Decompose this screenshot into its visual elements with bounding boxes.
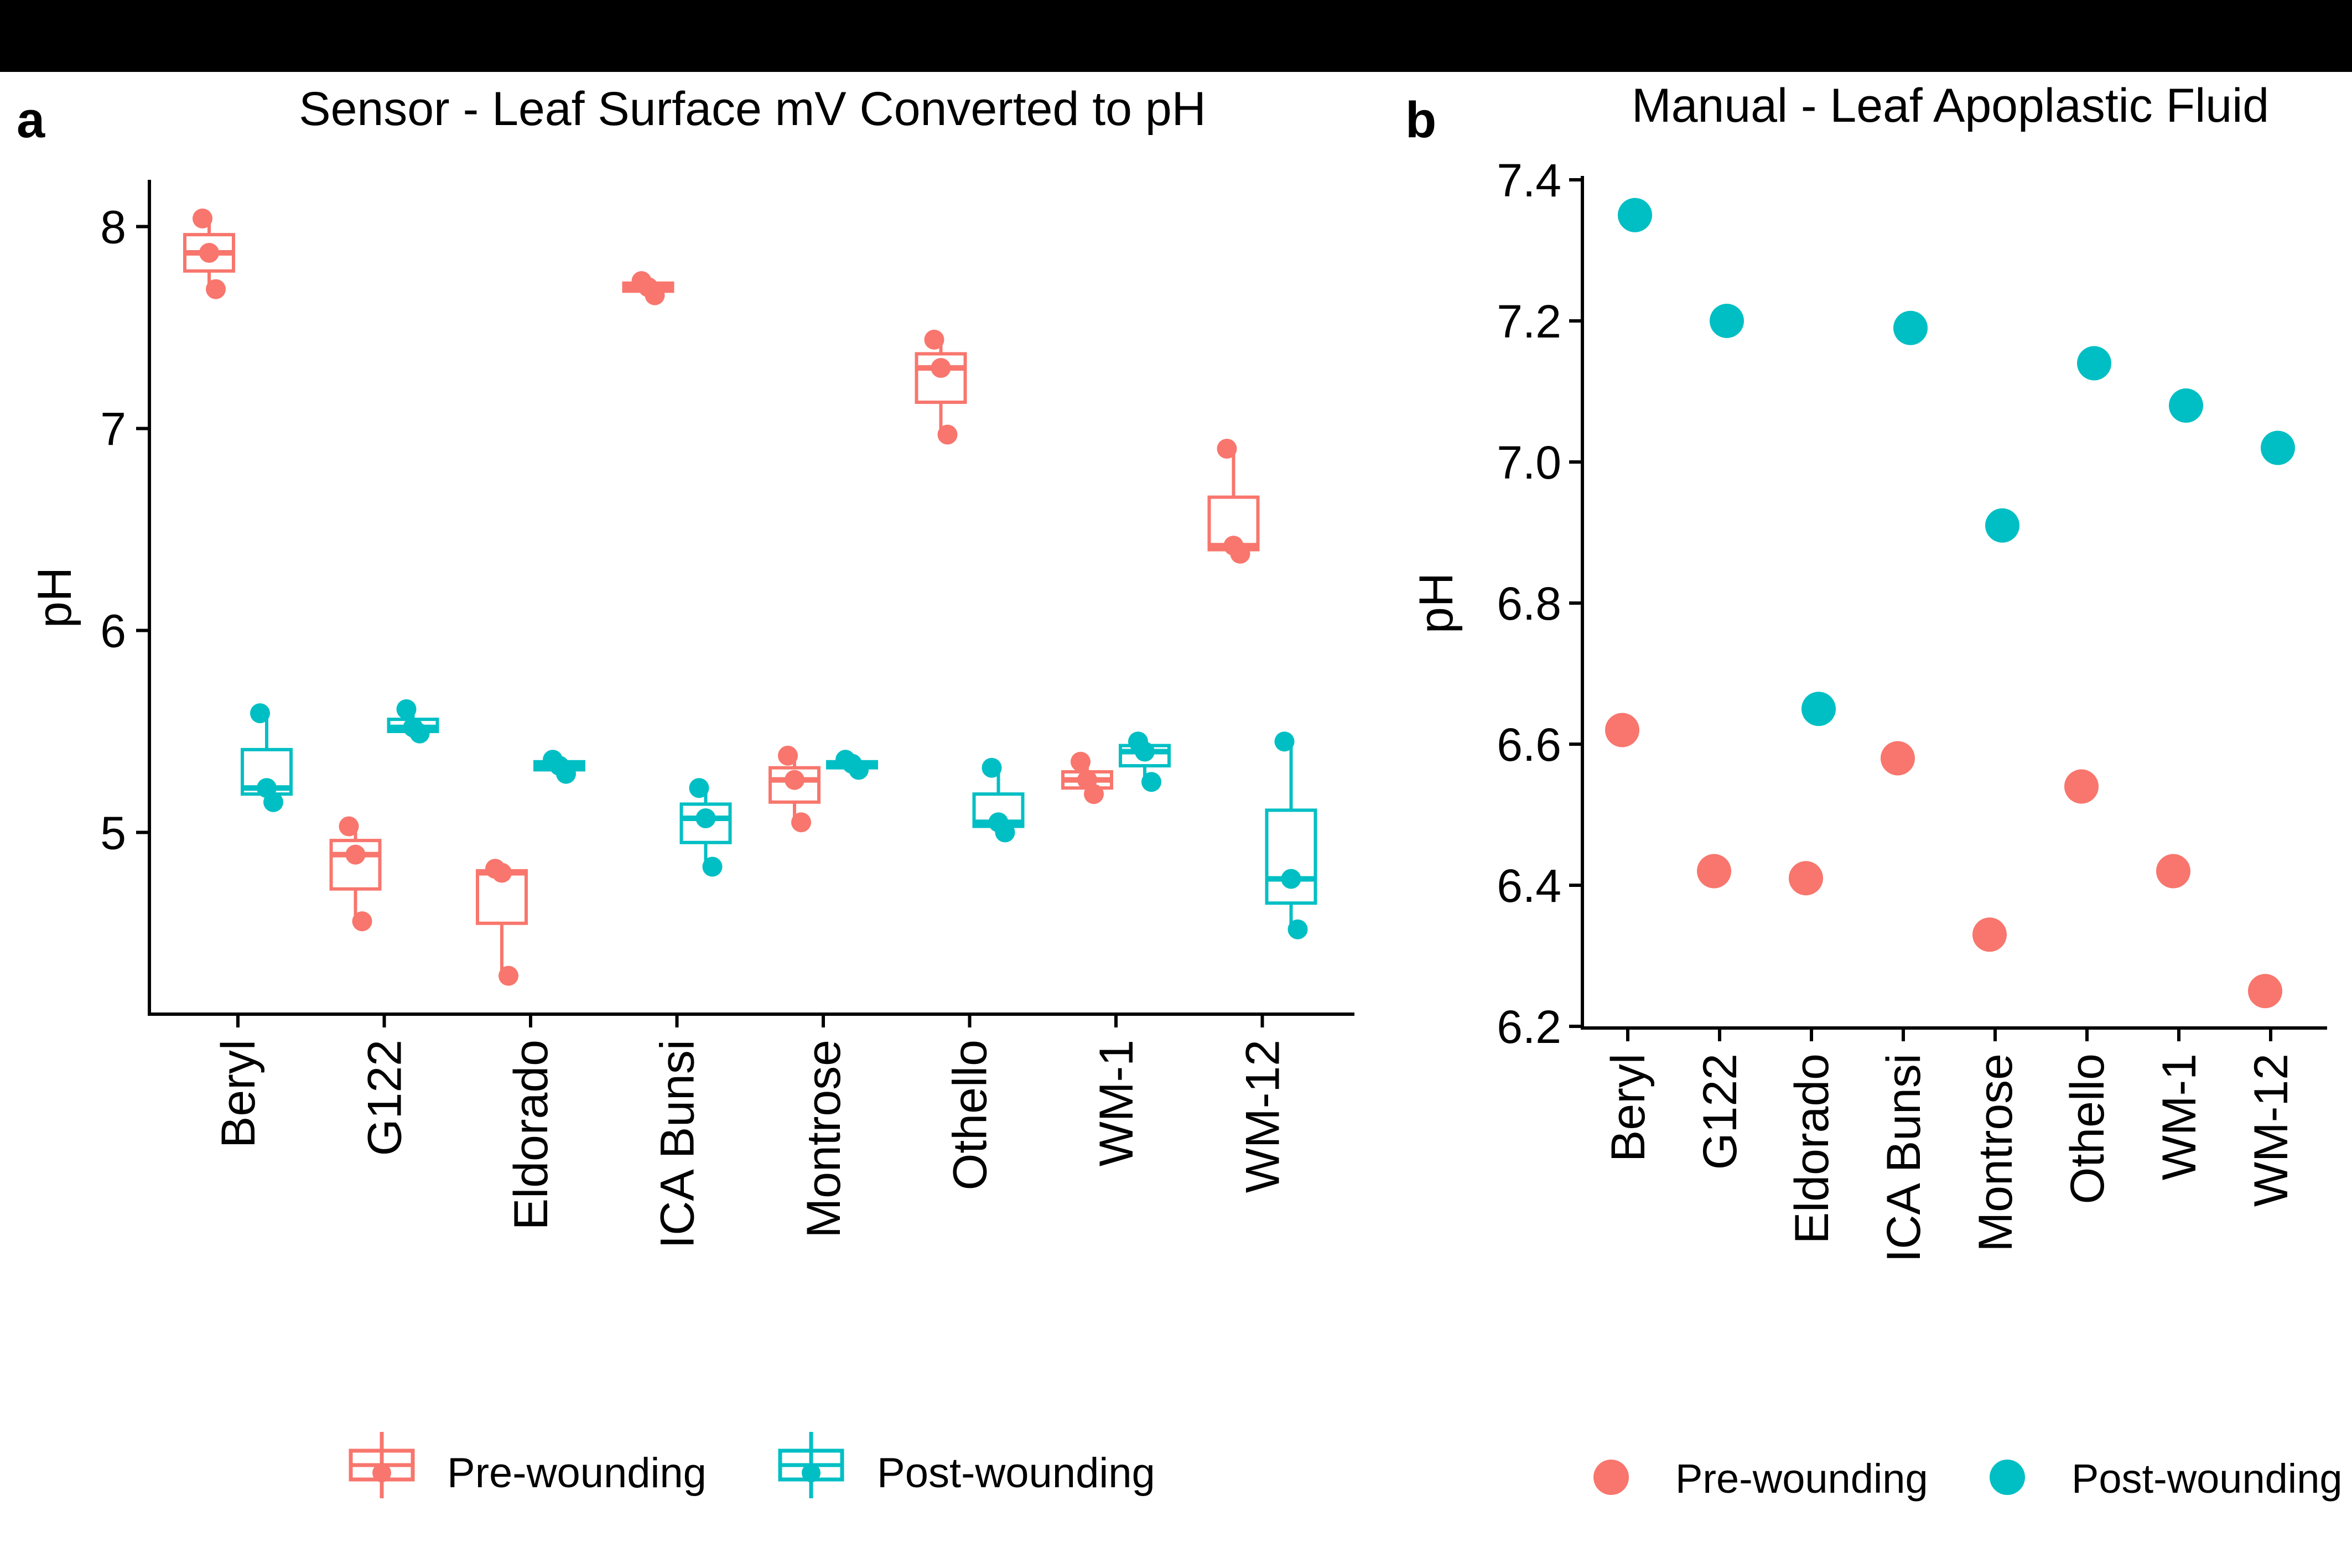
point-post [695, 808, 716, 828]
point-pre [492, 863, 512, 883]
point-post [396, 699, 417, 719]
panel-b-title: Manual - Leaf Apoplastic Fluid [1632, 79, 2269, 132]
point-post [1274, 731, 1295, 752]
legend-a-post-label: Post-wounding [877, 1450, 1155, 1497]
point-pre [352, 911, 372, 932]
panel-a-boxplot: 5 6 7 8 Beryl G122 Eldorado ICA Bunsi Montrose Ot… [100, 180, 1354, 1249]
legend-b-post-label: Post-wounding [2071, 1456, 2343, 1502]
legend-b-pre-label: Pre-wounding [1675, 1456, 1928, 1502]
point-post [1281, 869, 1301, 889]
panel-a-title: Sensor - Leaf Surface mV Converted to pH [299, 82, 1206, 136]
point-post [1287, 919, 1308, 939]
point-post [689, 778, 709, 798]
scatter-point-post [2077, 346, 2111, 381]
point-pre [924, 329, 944, 350]
box-post-iqr [1265, 808, 1317, 905]
point-post [1141, 772, 1161, 792]
scatter-point-post [1893, 310, 1928, 345]
point-pre [645, 285, 665, 305]
scatter-point-pre [1605, 713, 1639, 747]
panel-b-y-tick-label: 7.4 [1497, 154, 1561, 206]
panel-a-x-tick-label: Beryl [212, 1040, 265, 1148]
panel-a-y-tick-label: 6 [100, 605, 126, 657]
panel-b-x-tick-label: Beryl [1602, 1053, 1655, 1162]
scatter-point-pre [2156, 854, 2190, 889]
panel-b-legend: Pre-wounding Post-wounding [1593, 1456, 2343, 1502]
point-pre [1230, 543, 1250, 564]
panel-b-y-tick-label: 6.6 [1497, 719, 1561, 771]
scatter-point-post [1710, 304, 1744, 338]
panel-b-x-tick-label: ICA Bunsi [1877, 1053, 1930, 1263]
legend-b-post-dot [1990, 1460, 2025, 1495]
point-post [849, 760, 869, 780]
scatter-point-post [1985, 508, 2019, 543]
scatter-point-pre [2248, 974, 2282, 1009]
scatter-point-post [2169, 388, 2203, 423]
point-post [995, 822, 1015, 843]
panel-b-y-tick-label: 7.0 [1497, 437, 1561, 489]
panel-a-legend: Pre-wounding Post-wounding [349, 1432, 1155, 1498]
scatter-point-pre [1972, 917, 2007, 952]
point-pre [499, 965, 518, 986]
point-pre [193, 208, 212, 229]
point-post [250, 703, 270, 724]
panel-a-x-tick-label: G122 [359, 1040, 412, 1156]
legend-a-pre-key [349, 1432, 415, 1498]
scatter-point-pre [2064, 769, 2099, 804]
panel-b-x-tick-label: WM-12 [2245, 1053, 2298, 1207]
panel-a-x-tick-label: Othello [944, 1040, 997, 1191]
legend-b-pre-dot [1593, 1460, 1629, 1495]
panel-b-x-tick-label: Montrose [1969, 1053, 2022, 1252]
legend-a-pre-label: Pre-wounding [447, 1450, 707, 1497]
top-black-bar [0, 0, 2352, 72]
legend-a-post-key [778, 1432, 844, 1498]
point-post [263, 792, 283, 812]
panel-b-x-tick-label: Othello [2061, 1053, 2114, 1204]
panel-b-y-tick-label: 6.8 [1497, 578, 1561, 630]
scatter-point-pre [1697, 854, 1731, 889]
panel-a-x-tick-label: WM-1 [1090, 1040, 1143, 1166]
panel-b-letter: b [1405, 92, 1436, 148]
point-pre [785, 770, 804, 790]
point-post [1135, 741, 1155, 762]
panel-b-x-tick-label: G122 [1694, 1053, 1747, 1170]
point-post [982, 757, 1002, 778]
scatter-point-post [1801, 692, 1836, 726]
panel-a-x-tick-label: Eldorado [505, 1040, 558, 1230]
panel-a-x-tick-label: Montrose [797, 1040, 850, 1238]
scatter-point-pre [1789, 861, 1823, 896]
point-post [556, 764, 576, 784]
scatter-point-post [2261, 430, 2295, 465]
point-pre [791, 812, 811, 833]
panel-b-y-tick-label: 6.2 [1497, 1001, 1561, 1053]
point-pre [937, 424, 958, 445]
panel-b-y-tick-label: 7.2 [1497, 295, 1561, 347]
scatter-point-post [1618, 198, 1652, 232]
panel-b-y-axis-label: pH [1410, 573, 1463, 634]
panel-b-y-tick-label: 6.4 [1497, 860, 1561, 912]
point-pre [339, 816, 359, 837]
scatter-point-pre [1881, 741, 1915, 776]
point-pre [206, 279, 226, 299]
point-pre [345, 844, 366, 865]
panel-b-x-tick-label: Eldorado [1785, 1053, 1839, 1244]
panel-b-x-tick-label: WM-1 [2153, 1053, 2206, 1180]
point-post [702, 856, 723, 877]
point-pre [1217, 439, 1237, 459]
panel-a-y-axis-label: pH [28, 567, 81, 628]
point-pre [1071, 751, 1091, 772]
panel-a-y-tick-label: 8 [100, 201, 126, 253]
panel-a-x-tick-label: ICA Bunsi [651, 1040, 704, 1249]
point-pre [778, 745, 798, 766]
point-post [409, 723, 430, 744]
panel-a-letter: a [17, 92, 45, 148]
point-pre [1084, 784, 1104, 804]
point-pre [931, 358, 951, 378]
panel-b-scatter: 6.2 6.4 6.6 6.8 7.0 7.2 7.4 Beryl G122 Eldorado IC… [1497, 154, 2327, 1263]
panel-a-y-tick-label: 7 [100, 403, 126, 455]
point-pre [199, 242, 219, 263]
panel-a-y-tick-label: 5 [100, 807, 126, 859]
panel-a-x-tick-label: WM-12 [1237, 1040, 1290, 1193]
